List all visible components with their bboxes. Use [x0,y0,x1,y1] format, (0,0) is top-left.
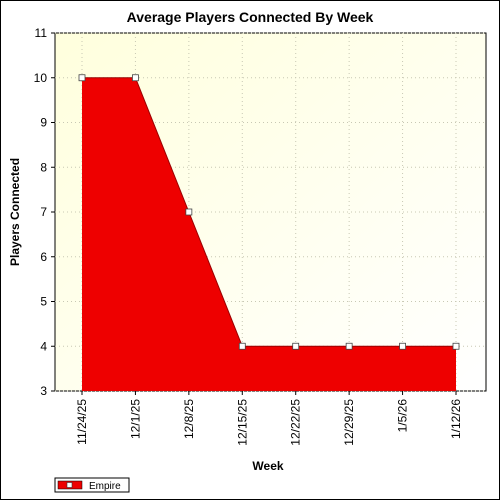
data-point [345,342,353,350]
series-line-empire [82,77,456,347]
x-axis-ticks: 11/24/25 12/1/25 12/8/25 12/15/25 12/22/25 12… [75,391,463,446]
data-point [292,342,300,350]
data-point [399,342,406,350]
y-tick-label: 5 [40,295,47,309]
y-tick-label: 11 [35,26,48,40]
x-tick-label: 12/8/25 [182,399,196,439]
y-tick-label: 3 [40,384,47,398]
chart-title: Average Players Connected By Week [127,9,374,25]
y-tick-label: 10 [34,71,48,85]
y-tick-label: 4 [40,339,47,353]
data-point [452,342,460,350]
y-tick-label: 7 [40,205,47,219]
y-tick-label: 8 [40,160,47,174]
y-axis-ticks: 3 4 5 6 7 8 9 10 11 [34,26,55,398]
y-axis-label: Players Connected [8,158,22,266]
legend: Empire [54,477,130,493]
legend-marker [66,482,73,488]
data-point [238,342,246,350]
x-tick-label: 12/1/25 [128,399,142,439]
x-tick-label: 11/24/25 [75,399,89,445]
y-tick-label: 6 [40,250,47,264]
data-point [185,208,193,216]
legend-entry-empire: Empire [89,481,121,492]
x-tick-label: 1/12/26 [449,399,463,439]
series-area-empire [82,77,456,391]
x-tick-label: 12/15/25 [235,399,249,446]
data-point [132,74,139,82]
x-tick-label: 12/22/25 [289,399,303,446]
series-area-layer [82,77,456,391]
x-axis-label: Week [252,459,283,473]
series-points-layer [78,74,460,350]
data-point [78,74,86,82]
x-tick-label: 12/29/25 [342,399,356,446]
x-tick-label: 1/5/26 [396,399,410,433]
y-tick-label: 9 [40,116,47,130]
